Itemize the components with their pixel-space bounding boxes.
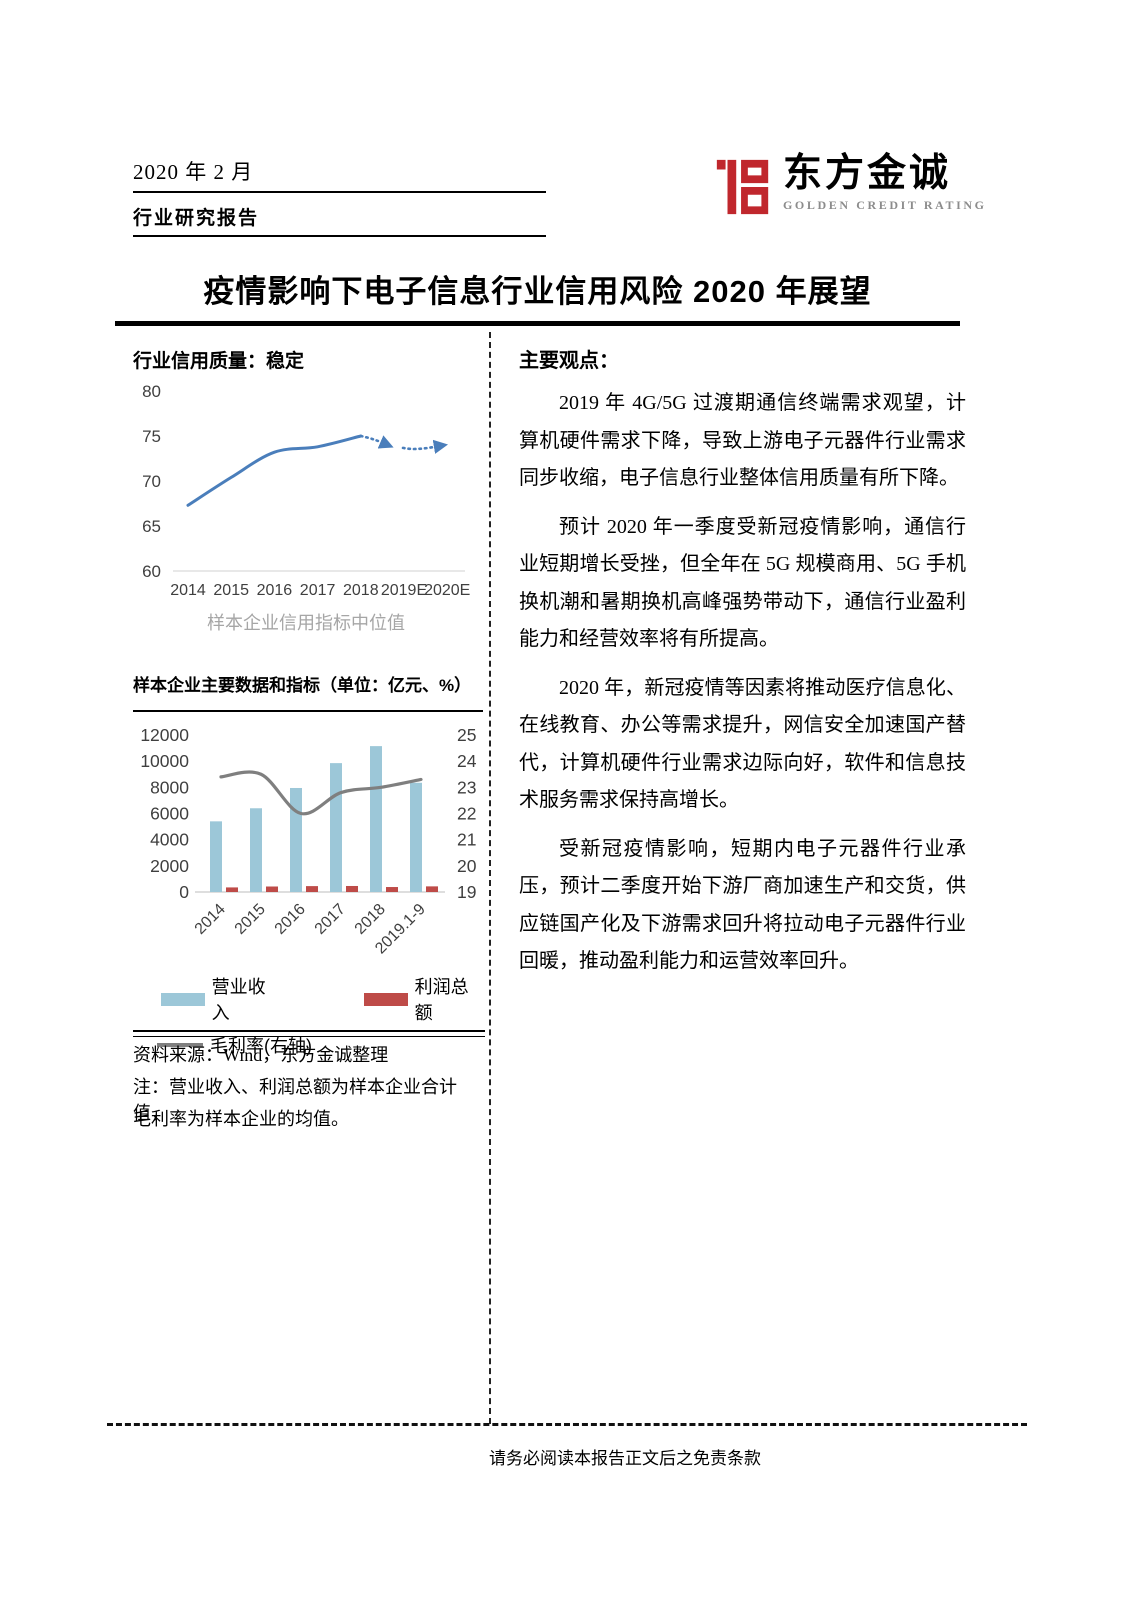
credit-chart-caption: 样本企业信用指标中位值 bbox=[207, 613, 405, 633]
credit-quality-heading: 行业信用质量：稳定 bbox=[133, 351, 305, 372]
svg-text:2014: 2014 bbox=[192, 901, 229, 938]
svg-text:4000: 4000 bbox=[150, 830, 189, 850]
header-rule-top bbox=[133, 191, 546, 193]
svg-text:23: 23 bbox=[457, 777, 476, 797]
viewpoint-paragraph-4: 受新冠疫情影响，短期内电子元器件行业承压，预计二季度开始下游厂商加速生产和交货，… bbox=[519, 837, 966, 973]
svg-text:2000: 2000 bbox=[150, 856, 189, 876]
svg-text:2015: 2015 bbox=[213, 582, 249, 599]
footnote-line-2: 毛利率为样本企业的均值。 bbox=[133, 1109, 349, 1129]
svg-text:10000: 10000 bbox=[140, 751, 189, 771]
svg-text:22: 22 bbox=[457, 804, 476, 824]
header-rule-bottom bbox=[133, 235, 546, 237]
sample-data-chart: 0 2000 4000 6000 8000 10000 12000 19 20 21 22 23 24 2… bbox=[140, 725, 477, 955]
svg-text:20: 20 bbox=[457, 856, 477, 876]
svg-text:2017: 2017 bbox=[312, 901, 349, 938]
sample-data-rule bbox=[133, 710, 483, 712]
report-type: 行业研究报告 bbox=[133, 208, 260, 229]
svg-text:8000: 8000 bbox=[150, 777, 189, 797]
svg-text:25: 25 bbox=[457, 725, 476, 745]
chart-legend: 营业收入 利润总额 毛利率(右轴) bbox=[133, 973, 483, 1065]
sample-data-heading: 样本企业主要数据和指标（单位：亿元、%） bbox=[133, 676, 472, 695]
svg-text:2016: 2016 bbox=[272, 901, 309, 938]
report-date: 2020 年 2 月 bbox=[133, 160, 254, 184]
source-note: 资料来源：Wind，东方金诚整理 bbox=[133, 1045, 389, 1065]
revenue-swatch bbox=[161, 992, 205, 1006]
logo-icon bbox=[716, 159, 769, 215]
svg-text:2020E: 2020E bbox=[424, 582, 470, 599]
legend-item-margin: 毛利率(右轴) bbox=[157, 1032, 312, 1058]
svg-text:2015: 2015 bbox=[232, 901, 269, 938]
title-rule bbox=[115, 321, 960, 326]
viewpoint-paragraph-3: 2020 年，新冠疫情等因素将推动医疗信息化、在线教育、办公等需求提升，网信安全… bbox=[519, 676, 966, 812]
logo-text-en: GOLDEN CREDIT RATING bbox=[783, 197, 987, 212]
svg-text:70: 70 bbox=[142, 472, 161, 491]
margin-swatch bbox=[157, 1043, 203, 1047]
svg-text:24: 24 bbox=[457, 751, 477, 771]
logo-text-cn: 东方金诚 bbox=[783, 152, 952, 195]
viewpoint-paragraph-1: 2019 年 4G/5G 过渡期通信终端需求观望，计算机硬件需求下降，导致上游电… bbox=[519, 392, 966, 489]
svg-text:75: 75 bbox=[142, 427, 161, 446]
svg-text:2018: 2018 bbox=[352, 901, 389, 938]
svg-text:2018: 2018 bbox=[343, 582, 379, 599]
viewpoints-heading: 主要观点： bbox=[519, 350, 619, 372]
svg-text:60: 60 bbox=[142, 562, 161, 581]
svg-text:80: 80 bbox=[142, 382, 161, 401]
svg-text:12000: 12000 bbox=[140, 725, 189, 745]
svg-text:2014: 2014 bbox=[170, 582, 206, 599]
page-title: 疫情影响下电子信息行业信用风险 2020 年展望 bbox=[203, 274, 872, 309]
right-column: 主要观点： 2019 年 4G/5G 过渡期通信终端需求观望，计算机硬件需求下降… bbox=[519, 344, 966, 992]
svg-text:0: 0 bbox=[179, 882, 189, 902]
legend-label-profit: 利润总额 bbox=[414, 977, 469, 1023]
footnote-line-1: 注：营业收入、利润总额为样本企业合计值， bbox=[133, 1077, 457, 1123]
company-logo: 东方金诚 GOLDEN CREDIT RATING bbox=[712, 152, 987, 216]
svg-text:2016: 2016 bbox=[257, 582, 293, 599]
profit-swatch bbox=[364, 992, 408, 1006]
svg-text:21: 21 bbox=[457, 830, 476, 850]
svg-text:2019E: 2019E bbox=[381, 582, 427, 599]
legend-label-margin: 毛利率(右轴) bbox=[210, 1036, 312, 1056]
svg-text:6000: 6000 bbox=[150, 804, 189, 824]
svg-text:2017: 2017 bbox=[300, 582, 336, 599]
svg-text:65: 65 bbox=[142, 517, 161, 536]
legend-item-profit: 利润总额 bbox=[364, 973, 483, 1025]
footer-rule bbox=[107, 1423, 1027, 1426]
footer-disclaimer: 请务必阅读本报告正文后之免责条款 bbox=[489, 1449, 761, 1468]
column-divider bbox=[489, 332, 491, 1424]
svg-text:19: 19 bbox=[457, 882, 476, 902]
legend-label-revenue: 营业收入 bbox=[211, 977, 266, 1023]
footnote-rule bbox=[133, 1030, 485, 1037]
legend-item-revenue: 营业收入 bbox=[161, 973, 280, 1025]
viewpoint-paragraph-2: 预计 2020 年一季度受新冠疫情影响，通信行业短期增长受挫，但全年在 5G 规… bbox=[519, 515, 966, 651]
